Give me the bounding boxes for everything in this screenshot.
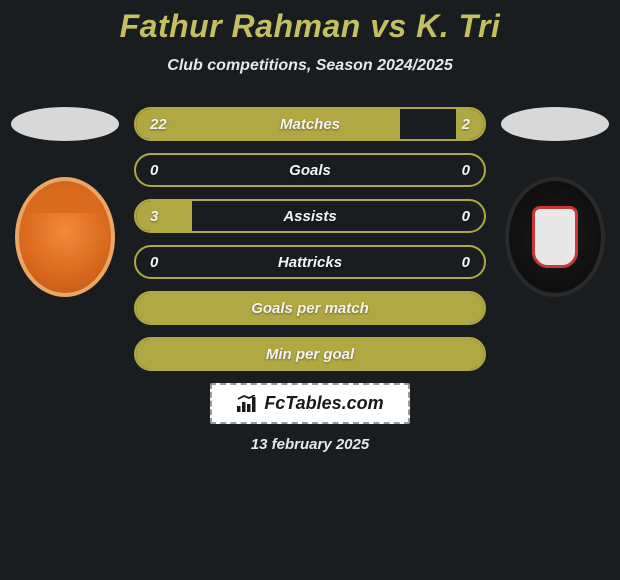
footer: FcTables.com 13 february 2025: [0, 383, 620, 453]
club-crest-right: [505, 177, 605, 297]
stat-row: 222Matches: [134, 107, 486, 141]
stat-value-left: 3: [150, 208, 158, 225]
stat-value-right: 0: [462, 162, 470, 179]
stat-row: 3 0 Assists: [134, 199, 486, 233]
stat-label: Goals per match: [251, 300, 369, 317]
stats-column: 222Matches00Goals30Assists00HattricksGoa…: [134, 107, 486, 371]
player-photo-placeholder-right: [501, 107, 609, 141]
club-crest-left: [15, 177, 115, 297]
page-title: Fathur Rahman vs K. Tri: [0, 8, 620, 45]
player-photo-placeholder-left: [11, 107, 119, 141]
stat-row: Goals per match: [134, 291, 486, 325]
brand-badge[interactable]: FcTables.com: [210, 383, 409, 424]
comparison-card: Fathur Rahman vs K. Tri Club competition…: [0, 0, 620, 453]
stat-label: Hattricks: [278, 254, 342, 271]
brand-text: FcTables.com: [264, 393, 383, 414]
right-side: [496, 107, 614, 297]
left-side: [6, 107, 124, 297]
stat-label: Min per goal: [266, 346, 354, 363]
stat-label: Assists: [283, 208, 336, 225]
stat-label: Matches: [280, 116, 340, 133]
content-row: 222Matches00Goals30Assists00HattricksGoa…: [0, 107, 620, 371]
stat-fill-left: [136, 201, 192, 231]
stat-row: 0 0 Hattricks: [134, 245, 486, 279]
date-label: 13 february 2025: [251, 436, 369, 453]
stat-value-right: 0: [462, 208, 470, 225]
brand-chart-icon: [236, 395, 258, 413]
stat-value-right: 0: [462, 254, 470, 271]
stat-value-left: 0: [150, 254, 158, 271]
stat-row: Min per goal: [134, 337, 486, 371]
stat-fill-left: [136, 109, 400, 139]
stat-label: Goals: [289, 162, 331, 179]
stat-row: 0 0 Goals: [134, 153, 486, 187]
stat-value-left: 22: [150, 116, 167, 133]
stat-fill-right: [456, 109, 484, 139]
subtitle: Club competitions, Season 2024/2025: [0, 57, 620, 75]
stat-value-left: 0: [150, 162, 158, 179]
stat-value-right: 2: [462, 116, 470, 133]
